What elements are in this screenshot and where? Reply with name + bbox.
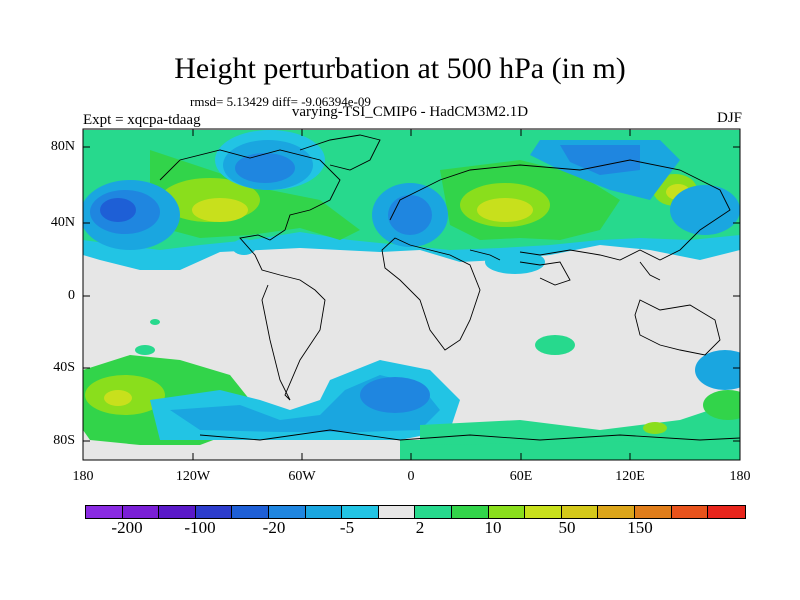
season-label: DJF [716,110,742,126]
colorbar-swatch [561,506,599,518]
lat-label-eq: 0 [68,288,75,303]
colorbar-swatch [488,506,526,518]
colorbar-swatch [122,506,160,518]
colorbar-label: 2 [415,518,425,537]
plot-title: Height perturbation at 500 hPa (in m) [174,52,626,85]
lat-label-80n: 80N [50,139,75,154]
lon-label-60e: 60E [509,469,533,484]
colorbar-label: -5 [339,518,355,537]
colorbar-label: -20 [262,518,286,537]
tick-marks [83,129,740,460]
lat-label-80s: 80S [53,433,75,448]
colorbar-swatch [671,506,709,518]
colorbar-swatch [415,506,452,518]
colorbar-swatch [451,506,489,518]
colorbar-swatch [232,506,269,518]
colorbar-swatch [634,506,672,518]
coastlines [159,134,740,441]
colorbar-label: 10 [484,518,502,537]
lon-label-120w: 120W [175,469,211,484]
stats-text: rmsd= 5.13429 diff= -9.06394e-09 [190,94,371,109]
lon-label-120e: 120E [615,469,645,484]
colorbar-swatch [268,506,306,518]
colorbar-label: -100 [184,518,216,537]
colorbar-swatch [598,506,635,518]
colorbar-label: 50 [558,518,576,537]
lat-label-40n: 40N [50,215,75,230]
lon-label-180e: 180 [729,469,751,484]
colorbar-swatch [86,506,123,518]
colorbar-swatch [378,506,416,518]
colorbar-label: -200 [111,518,143,537]
colorbar-swatch [708,506,745,518]
lon-label-180w: 180 [72,469,94,484]
colorbar-swatch [195,506,233,518]
lon-label-60w: 60W [288,469,316,484]
colorbar [85,505,746,519]
colorbar-swatch [159,506,196,518]
experiment-label: Expt = xqcpa-tdaag [83,112,201,128]
lat-label-40s: 40S [53,360,75,375]
lon-label-0: 0 [407,469,415,484]
colorbar-swatch [305,506,343,518]
colorbar-label: 150 [627,518,653,537]
contour-fields [83,130,740,460]
colorbar-swatch [525,506,562,518]
model-label: varying-TSI_CMIP6 - HadCM3M2.1D [291,104,529,120]
colorbar-swatch [342,506,379,518]
